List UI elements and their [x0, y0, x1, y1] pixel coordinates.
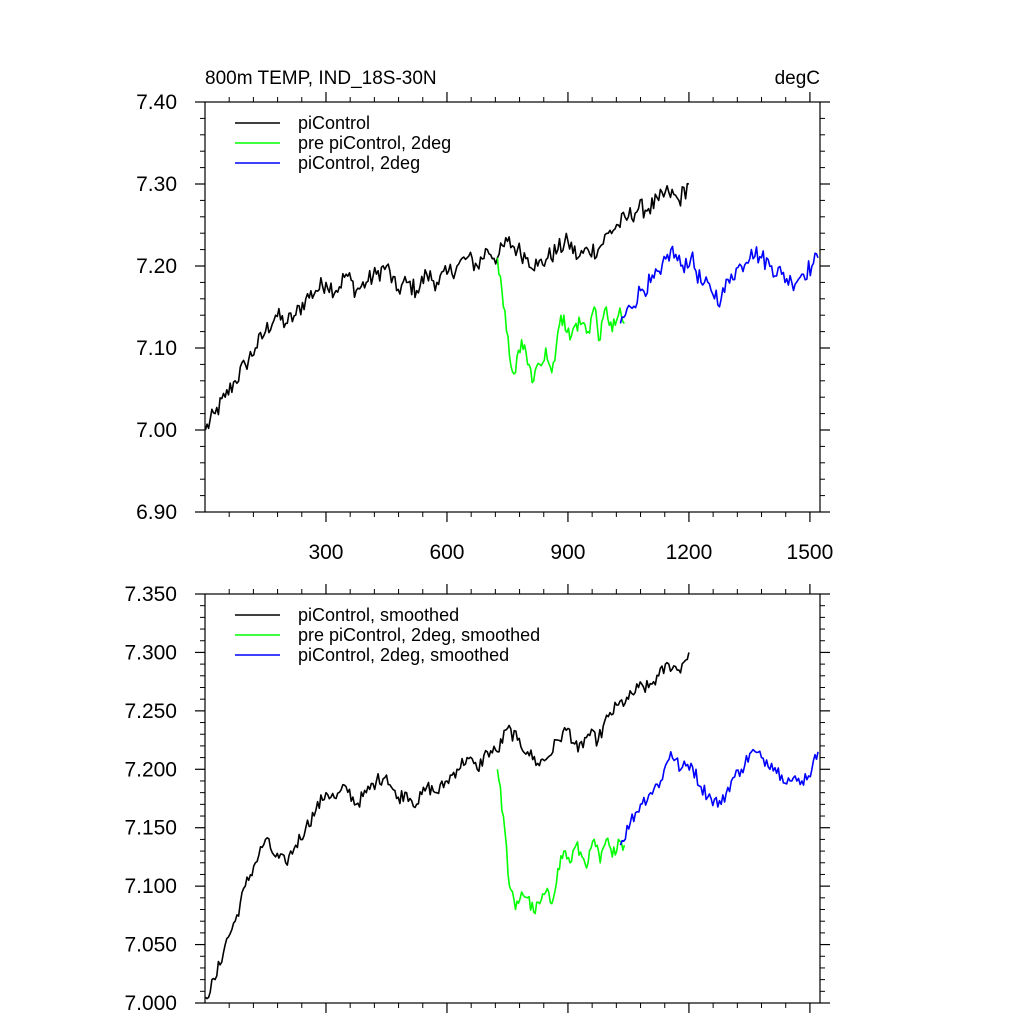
legend-label-2: pre piControl, 2deg, smoothed [298, 625, 540, 645]
series-line-1 [204, 652, 690, 1000]
y-tick-label: 7.200 [124, 758, 177, 781]
legend-label-1: piControl [298, 113, 370, 133]
units-label: degC [775, 68, 820, 89]
series-line-2 [496, 769, 626, 915]
legend-label-3: piControl, 2deg [298, 153, 420, 173]
series-line-3 [619, 748, 819, 846]
series-line-1 [204, 182, 690, 431]
x-tick-label: 1500 [787, 541, 834, 564]
y-tick-label: 7.40 [136, 91, 177, 114]
legend-label-1: piControl, smoothed [298, 605, 459, 625]
y-tick-label: 7.300 [124, 641, 177, 664]
y-tick-label: 7.20 [136, 255, 177, 278]
series-line-2 [496, 257, 625, 384]
x-tick-label: 1200 [666, 541, 713, 564]
legend-label-3: piControl, 2deg, smoothed [298, 645, 509, 665]
y-tick-label: 7.150 [124, 817, 177, 840]
plot-frame [204, 593, 821, 1004]
series-line-3 [619, 245, 819, 324]
x-tick-label: 900 [550, 541, 585, 564]
y-tick-label: 7.000 [124, 992, 177, 1015]
chart-title: 800m TEMP, IND_18S-30N [205, 68, 437, 89]
chart-panel-2: 7.000 7.050 7.100 7.150 7.200 7.250 7.300 7.350… [124, 583, 830, 1015]
y-tick-label: 7.10 [136, 337, 177, 360]
x-tick-label: 600 [429, 541, 464, 564]
y-tick-label: 7.00 [136, 419, 177, 442]
plot-frame [204, 101, 821, 513]
legend-label-2: pre piControl, 2deg [298, 133, 451, 153]
y-tick-label: 7.30 [136, 173, 177, 196]
x-tick-label: 300 [308, 541, 343, 564]
chart-panel-1: 800m TEMP, IND_18S-30N degC 6.90 7.00 7.10 7.… [136, 68, 833, 564]
y-tick-label: 6.90 [136, 501, 177, 524]
y-tick-label: 7.050 [124, 934, 177, 957]
y-tick-label: 7.350 [124, 583, 177, 606]
y-tick-label: 7.250 [124, 700, 177, 723]
y-tick-label: 7.100 [124, 875, 177, 898]
